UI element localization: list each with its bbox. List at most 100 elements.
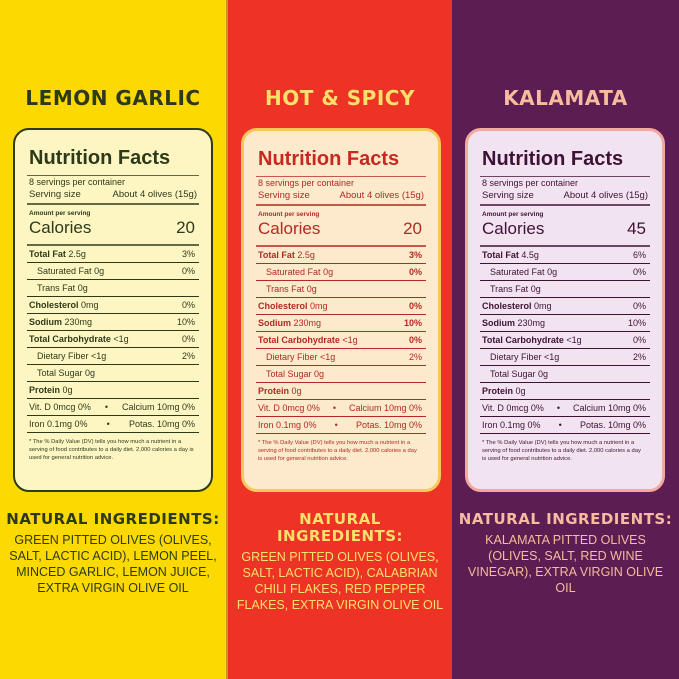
nutrient-label: Total Sugar (490, 369, 536, 379)
nutrient-label: Total Fat (29, 249, 66, 259)
calories-label: Calories (29, 218, 92, 237)
daily-value: 0% (408, 301, 422, 311)
daily-value: 2% (181, 351, 195, 361)
ingredients-heading: NATURAL INGREDIENTS: (276, 510, 404, 545)
nutrient-value: 230mg (64, 317, 93, 327)
nutrient-label: Sodium (258, 318, 291, 328)
vitamin-row: Vit. D 0mcg 0% • Calcium 10mg 0% (256, 400, 426, 417)
nutrient-row: Total Carbohydrate <1g 0% (480, 332, 650, 349)
nutrient-row: Saturated Fat 0g 0% (256, 264, 426, 281)
potassium: Potas. 10mg 0% (579, 420, 646, 430)
nutrient-label: Cholesterol (29, 300, 79, 310)
daily-value: 10% (627, 318, 646, 328)
bullet-icon: • (332, 403, 336, 413)
nutrient-value: <1g (113, 334, 129, 344)
nutrient-row: Total Fat 2.5g 3% (27, 246, 199, 263)
nutrient-value: 0mg (534, 301, 552, 311)
calcium: Calcium 10mg 0% (572, 403, 646, 413)
calories-value: 20 (403, 219, 422, 238)
calories-value: 45 (627, 219, 646, 238)
nutrient-row: Trans Fat 0g (256, 281, 426, 298)
daily-value: 0% (632, 335, 646, 345)
calories-row: Calories 20 (29, 218, 195, 238)
divider (27, 203, 199, 205)
serving-size-row: Serving size About 4 olives (15g) (29, 188, 197, 202)
nutrient-value: 0g (306, 284, 317, 294)
serving-size-value: About 4 olives (15g) (112, 189, 198, 200)
panel-kalamata: KALAMATA Nutrition Facts 8 servings per … (452, 0, 679, 679)
servings-per-container: 8 servings per container (258, 178, 355, 188)
nutrient-value: 0g (94, 266, 105, 276)
potassium: Potas. 10mg 0% (128, 419, 195, 429)
mineral-row: Iron 0.1mg 0% • Potas. 10mg 0% (256, 417, 426, 434)
nutrient-value: 0g (77, 283, 88, 293)
nutrient-label: Total Carbohydrate (258, 335, 340, 345)
serving-size-label: Serving size (482, 190, 534, 201)
ingredients-heading: NATURAL INGREDIENTS: (458, 510, 673, 528)
daily-value: 0% (408, 267, 422, 277)
nutrient-row: Dietary Fiber <1g 2% (256, 349, 426, 366)
nutrient-row: Cholesterol 0mg 0% (480, 298, 650, 315)
iron: Iron 0.1mg 0% (29, 419, 88, 429)
daily-value: 0% (181, 334, 195, 344)
daily-value: 0% (632, 301, 646, 311)
calories-label: Calories (482, 219, 545, 238)
serving-size-row: Serving size About 4 olives (15g) (482, 189, 648, 203)
nutrient-row: Cholesterol 0mg 0% (256, 298, 426, 315)
divider (256, 204, 426, 206)
vitamin-d: Vit. D 0mcg 0% (482, 403, 544, 413)
nutrient-row: Dietary Fiber <1g 2% (480, 349, 650, 366)
nutrition-title: Nutrition Facts (258, 148, 400, 170)
nutrient-label: Protein (258, 386, 290, 396)
ingredients-heading: NATURAL INGREDIENTS: (6, 510, 220, 528)
flavor-title: KALAMATA (503, 86, 628, 110)
nutrient-row: Protein 0g (256, 383, 426, 400)
nutrient-value: <1g (320, 352, 336, 362)
nutrient-label: Protein (29, 385, 61, 395)
nutrient-row: Sodium 230mg 10% (27, 314, 199, 331)
nutrient-row: Protein 0g (27, 382, 199, 399)
daily-value: 10% (176, 317, 195, 327)
nutrient-label: Dietary Fiber (266, 352, 318, 362)
calcium: Calcium 10mg 0% (121, 402, 195, 412)
calories-value: 20 (176, 218, 195, 237)
nutrient-row: Total Fat 2.5g 3% (256, 247, 426, 264)
ingredients-list: KALAMATA PITTED OLIVES (OLIVES, SALT, RE… (467, 533, 664, 595)
bullet-icon: • (104, 402, 108, 412)
nutrient-value: 0g (314, 369, 325, 379)
nutrient-label: Dietary Fiber (490, 352, 542, 362)
nutrient-value: 0g (291, 386, 302, 396)
nutrient-row: Saturated Fat 0g 0% (27, 263, 199, 280)
daily-value: 0% (632, 267, 646, 277)
nutrient-value: 0g (547, 267, 558, 277)
daily-value: 6% (632, 250, 646, 260)
nutrition-title: Nutrition Facts (29, 147, 171, 169)
nutrient-value: 4.5g (521, 250, 539, 260)
mineral-row: Iron 0.1mg 0% • Potas. 10mg 0% (27, 416, 199, 433)
nutrient-label: Total Carbohydrate (482, 335, 564, 345)
nutrient-value: 0mg (310, 301, 328, 311)
calories-row: Calories 20 (258, 219, 422, 239)
divider (27, 244, 199, 246)
servings-per-container: 8 servings per container (482, 178, 579, 188)
nutrient-label: Trans Fat (266, 284, 305, 294)
calories-label: Calories (258, 219, 321, 238)
daily-value: 2% (408, 352, 422, 362)
divider (480, 245, 650, 247)
bullet-icon: • (556, 403, 560, 413)
serving-size-row: Serving size About 4 olives (15g) (258, 189, 424, 203)
nutrient-row: Total Sugar 0g (256, 366, 426, 383)
nutrient-value: 0g (85, 368, 96, 378)
nutrient-row: Total Sugar 0g (480, 366, 650, 383)
nutrient-row: Total Fat 4.5g 6% (480, 247, 650, 264)
flavor-title: HOT & SPICY (265, 86, 415, 110)
flavor-title: LEMON GARLIC (25, 86, 201, 110)
nutrient-row: Sodium 230mg 10% (480, 315, 650, 332)
amount-per-serving: Amount per serving (258, 211, 320, 218)
nutrient-value: <1g (91, 351, 107, 361)
nutrient-label: Cholesterol (482, 301, 532, 311)
nutrient-value: 230mg (517, 318, 546, 328)
nutrient-row: Protein 0g (480, 383, 650, 400)
bullet-icon: • (106, 419, 110, 429)
vitamin-d: Vit. D 0mcg 0% (29, 402, 91, 412)
